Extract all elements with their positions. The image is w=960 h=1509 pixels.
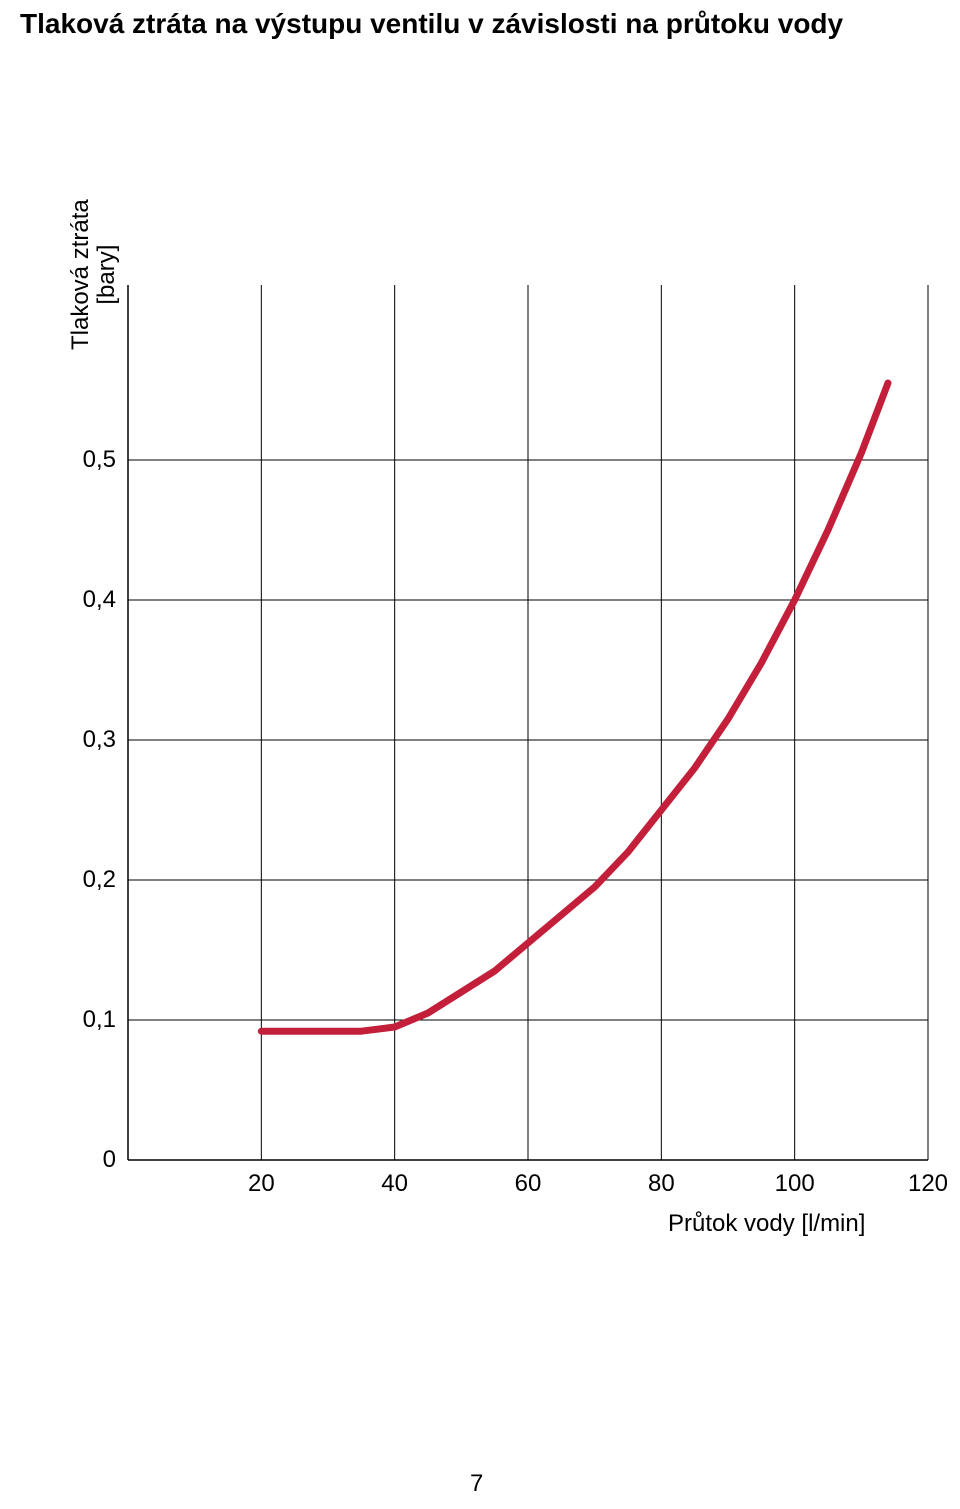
- y-axis-label-line1: Tlaková ztráta: [67, 199, 94, 350]
- chart-title: Tlaková ztráta na výstupu ventilu v závi…: [20, 8, 843, 40]
- y-tick-label: 0,2: [0, 866, 116, 894]
- y-tick-label: 0,5: [0, 446, 116, 474]
- x-tick-label: 60: [498, 1170, 558, 1198]
- x-tick-label: 20: [231, 1170, 291, 1198]
- y-tick-label: 0,3: [0, 726, 116, 754]
- x-axis-label: Průtok vody [l/min]: [668, 1210, 865, 1238]
- x-tick-label: 120: [898, 1170, 958, 1198]
- y-tick-label: 0,1: [0, 1006, 116, 1034]
- y-tick-label: 0: [0, 1146, 116, 1174]
- x-tick-label: 40: [365, 1170, 425, 1198]
- x-tick-label: 80: [631, 1170, 691, 1198]
- x-tick-label: 100: [765, 1170, 825, 1198]
- y-tick-label: 0,4: [0, 586, 116, 614]
- page-container: Tlaková ztráta na výstupu ventilu v závi…: [0, 0, 960, 1509]
- page-number: 7: [470, 1470, 483, 1498]
- chart-svg: [108, 280, 948, 1165]
